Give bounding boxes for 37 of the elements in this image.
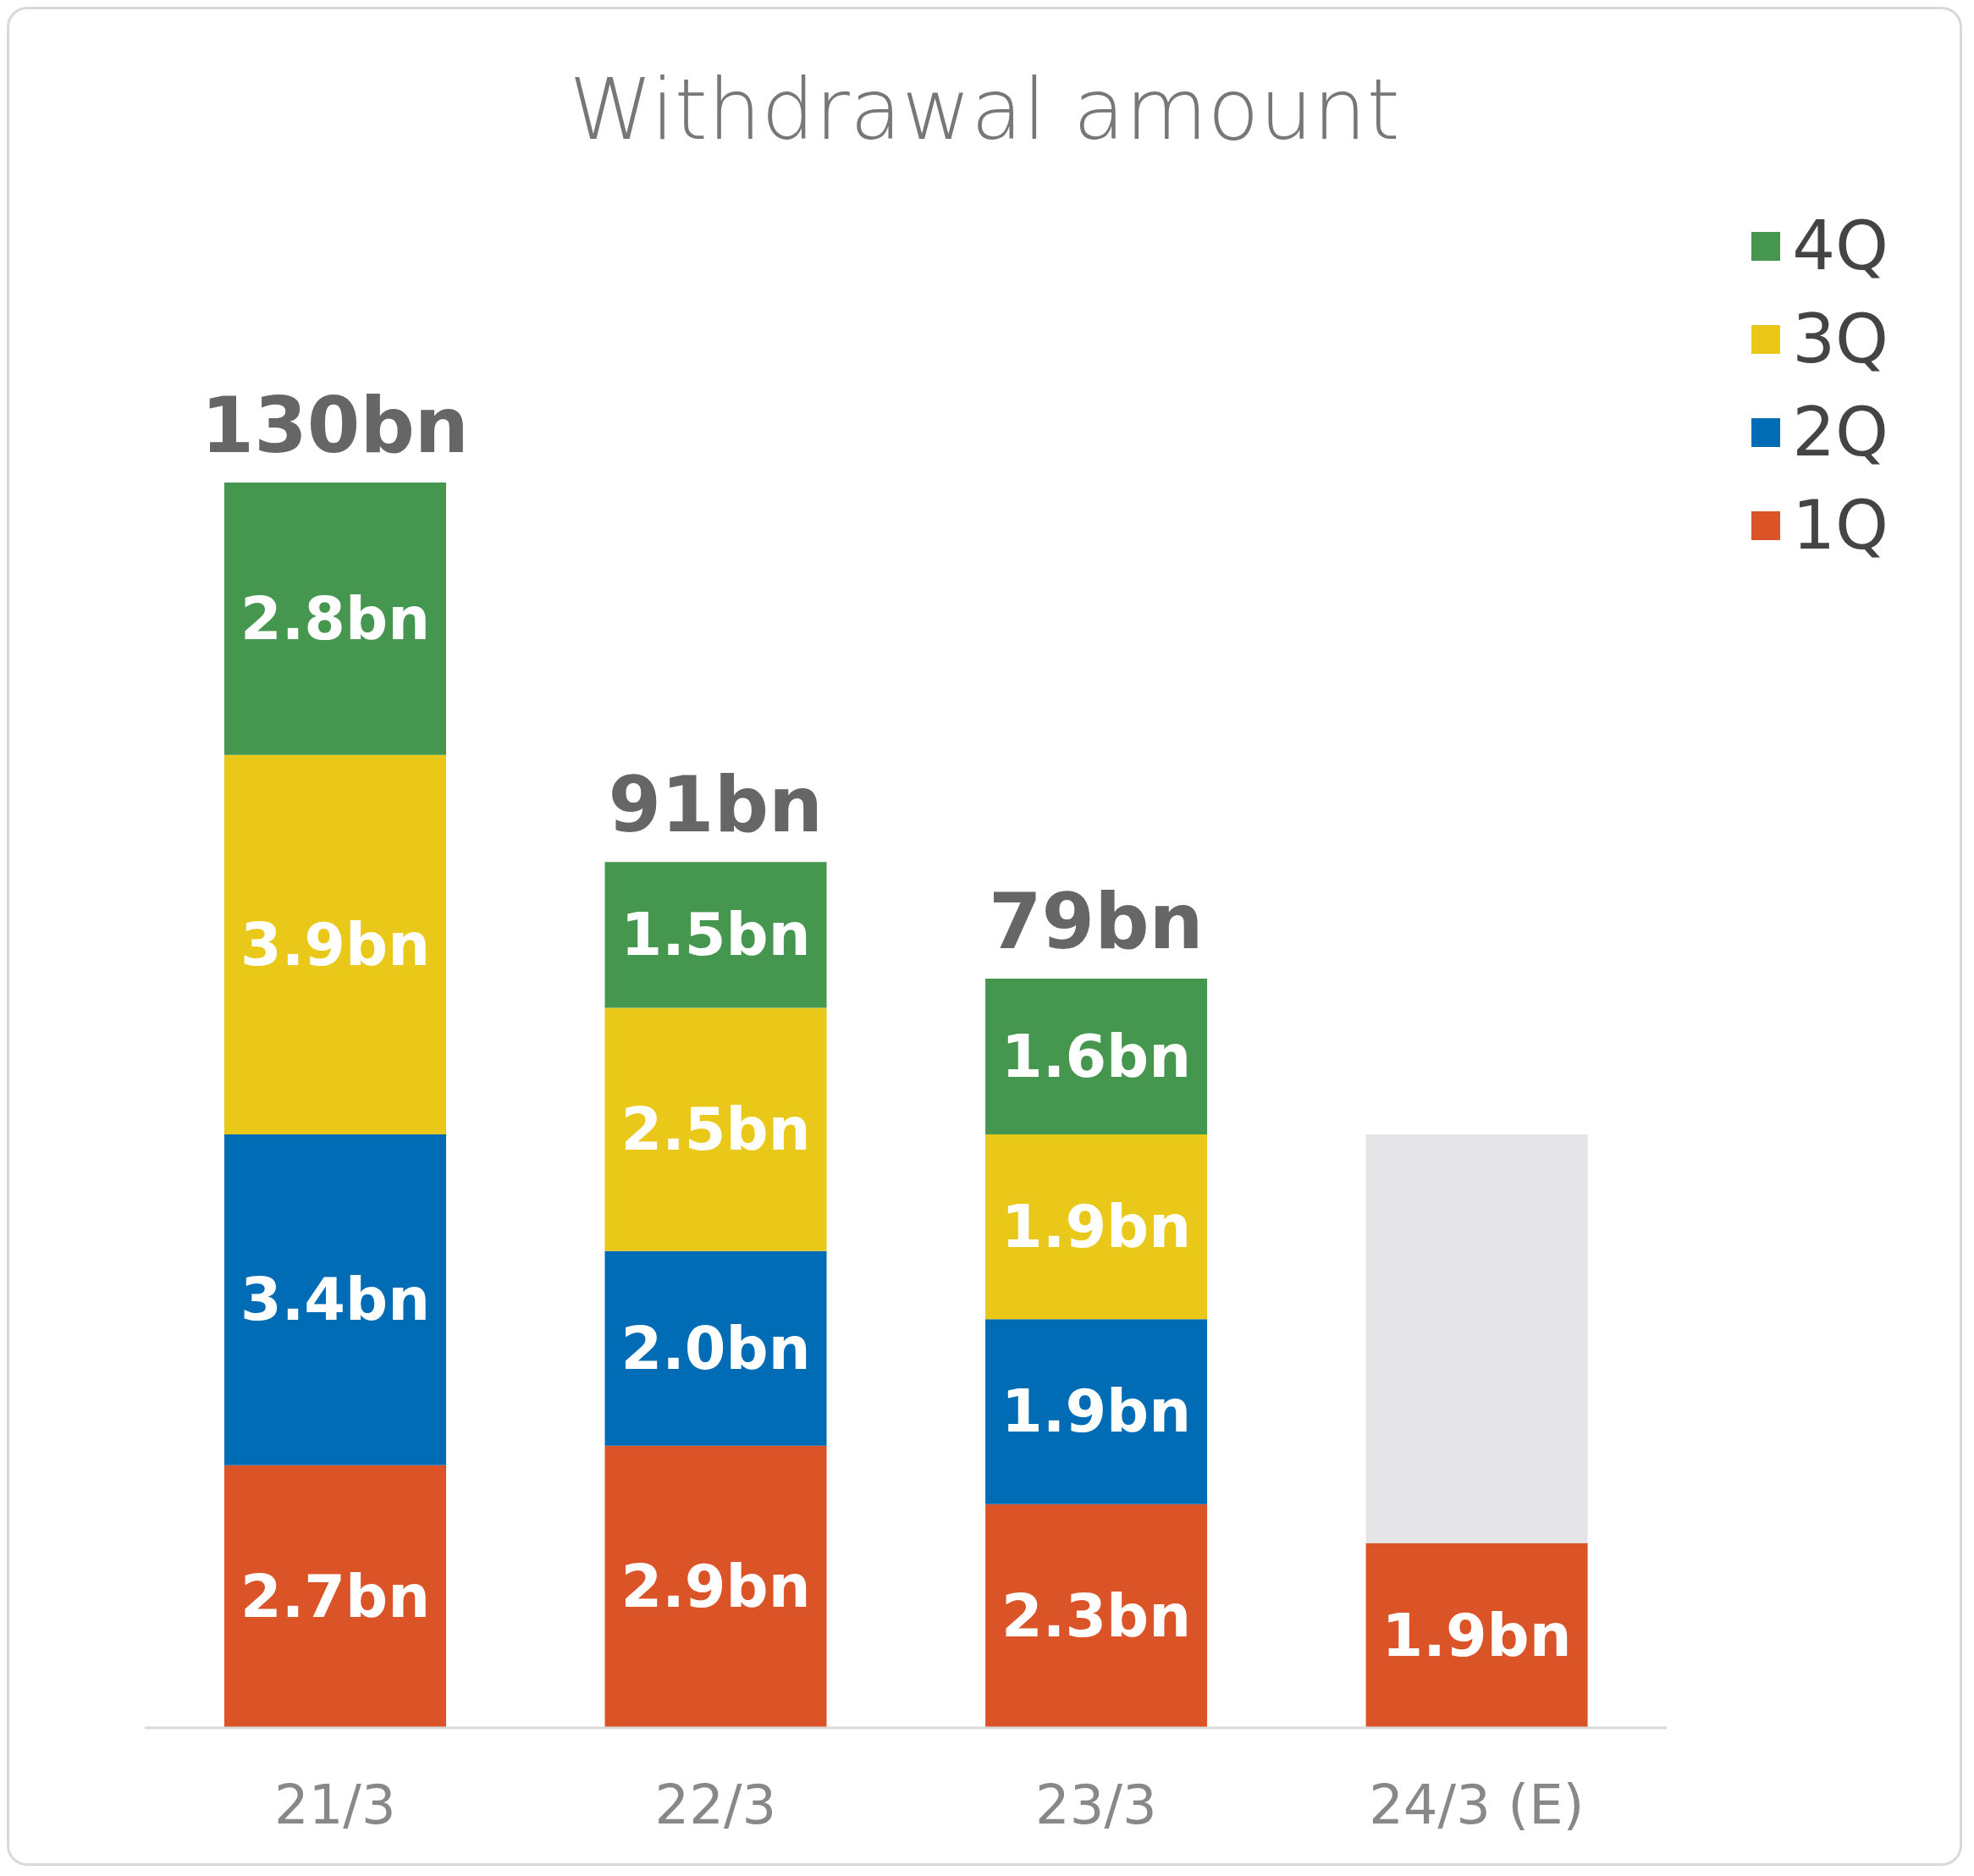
bar (604, 1007, 827, 1251)
bar (1365, 1542, 1588, 1728)
legend-label: 4Q (1792, 207, 1889, 285)
data-label: 1.9bn (1381, 1600, 1572, 1670)
bar (985, 1504, 1208, 1728)
chart-title: Withdrawal amount (568, 60, 1401, 159)
annotation: 91bn (608, 760, 824, 850)
bar (985, 1319, 1208, 1504)
bar (224, 1465, 446, 1728)
data-label: 2.7bn (240, 1561, 430, 1631)
x-tick-label: 22/3 (654, 1774, 777, 1837)
bar (224, 1134, 446, 1465)
data-label: 1.6bn (1001, 1022, 1192, 1091)
bar (985, 1134, 1208, 1320)
legend-label: 1Q (1792, 486, 1889, 565)
bar (604, 1250, 827, 1446)
annotation: 79bn (988, 877, 1204, 967)
x-tick-label: 21/3 (273, 1774, 396, 1837)
data-label: 2.3bn (1001, 1581, 1192, 1651)
bar (224, 482, 446, 755)
data-label: 3.9bn (240, 909, 430, 979)
x-tick-label: 24/3 (E) (1369, 1774, 1585, 1837)
data-label: 2.8bn (240, 583, 430, 654)
data-label: 1.5bn (620, 900, 811, 970)
bar (224, 754, 446, 1134)
legend-label: 2Q (1792, 393, 1889, 472)
x-tick-label: 23/3 (1034, 1774, 1157, 1837)
bar (604, 1445, 827, 1728)
data-label: 1.9bn (1001, 1192, 1192, 1262)
data-label: 2.9bn (620, 1552, 811, 1622)
legend-label: 3Q (1792, 300, 1889, 378)
data-label: 1.9bn (1001, 1377, 1192, 1447)
data-label: 3.4bn (240, 1265, 430, 1335)
data-label: 2.5bn (620, 1095, 811, 1165)
bar (1365, 1134, 1588, 1543)
annotation: 130bn (201, 380, 469, 470)
data-label: 2.0bn (620, 1313, 811, 1383)
